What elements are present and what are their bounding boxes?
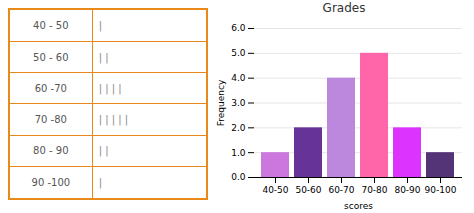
svg-text:Frequency: Frequency xyxy=(216,79,226,126)
svg-text:80-90: 80-90 xyxy=(394,185,420,195)
html-text:70 -80: 70 -80 xyxy=(34,114,67,126)
svg-text:1.0: 1.0 xyxy=(231,148,246,158)
html-text:50 - 60: 50 - 60 xyxy=(33,51,69,63)
svg-text:0.0: 0.0 xyxy=(231,172,246,182)
svg-text:5.0: 5.0 xyxy=(231,48,246,58)
html-text:60 -70: 60 -70 xyxy=(34,82,67,94)
svg-text:40-50: 40-50 xyxy=(262,185,288,195)
svg-text:6.0: 6.0 xyxy=(231,23,246,33)
html-text:40 - 50: 40 - 50 xyxy=(33,20,69,31)
svg-text:90-100: 90-100 xyxy=(425,185,457,195)
svg-text:4.0: 4.0 xyxy=(231,73,246,83)
svg-text:60-70: 60-70 xyxy=(328,185,354,195)
svg-text:70-80: 70-80 xyxy=(361,185,387,195)
svg-text:scores: scores xyxy=(344,201,373,211)
svg-text:2.0: 2.0 xyxy=(231,123,246,133)
html-text:90 -100: 90 -100 xyxy=(31,177,71,188)
html-text:80 - 90: 80 - 90 xyxy=(33,145,69,157)
html-text:Grades: Grades xyxy=(322,1,366,15)
svg-text:50-60: 50-60 xyxy=(295,185,321,195)
svg-text:3.0: 3.0 xyxy=(231,98,246,108)
